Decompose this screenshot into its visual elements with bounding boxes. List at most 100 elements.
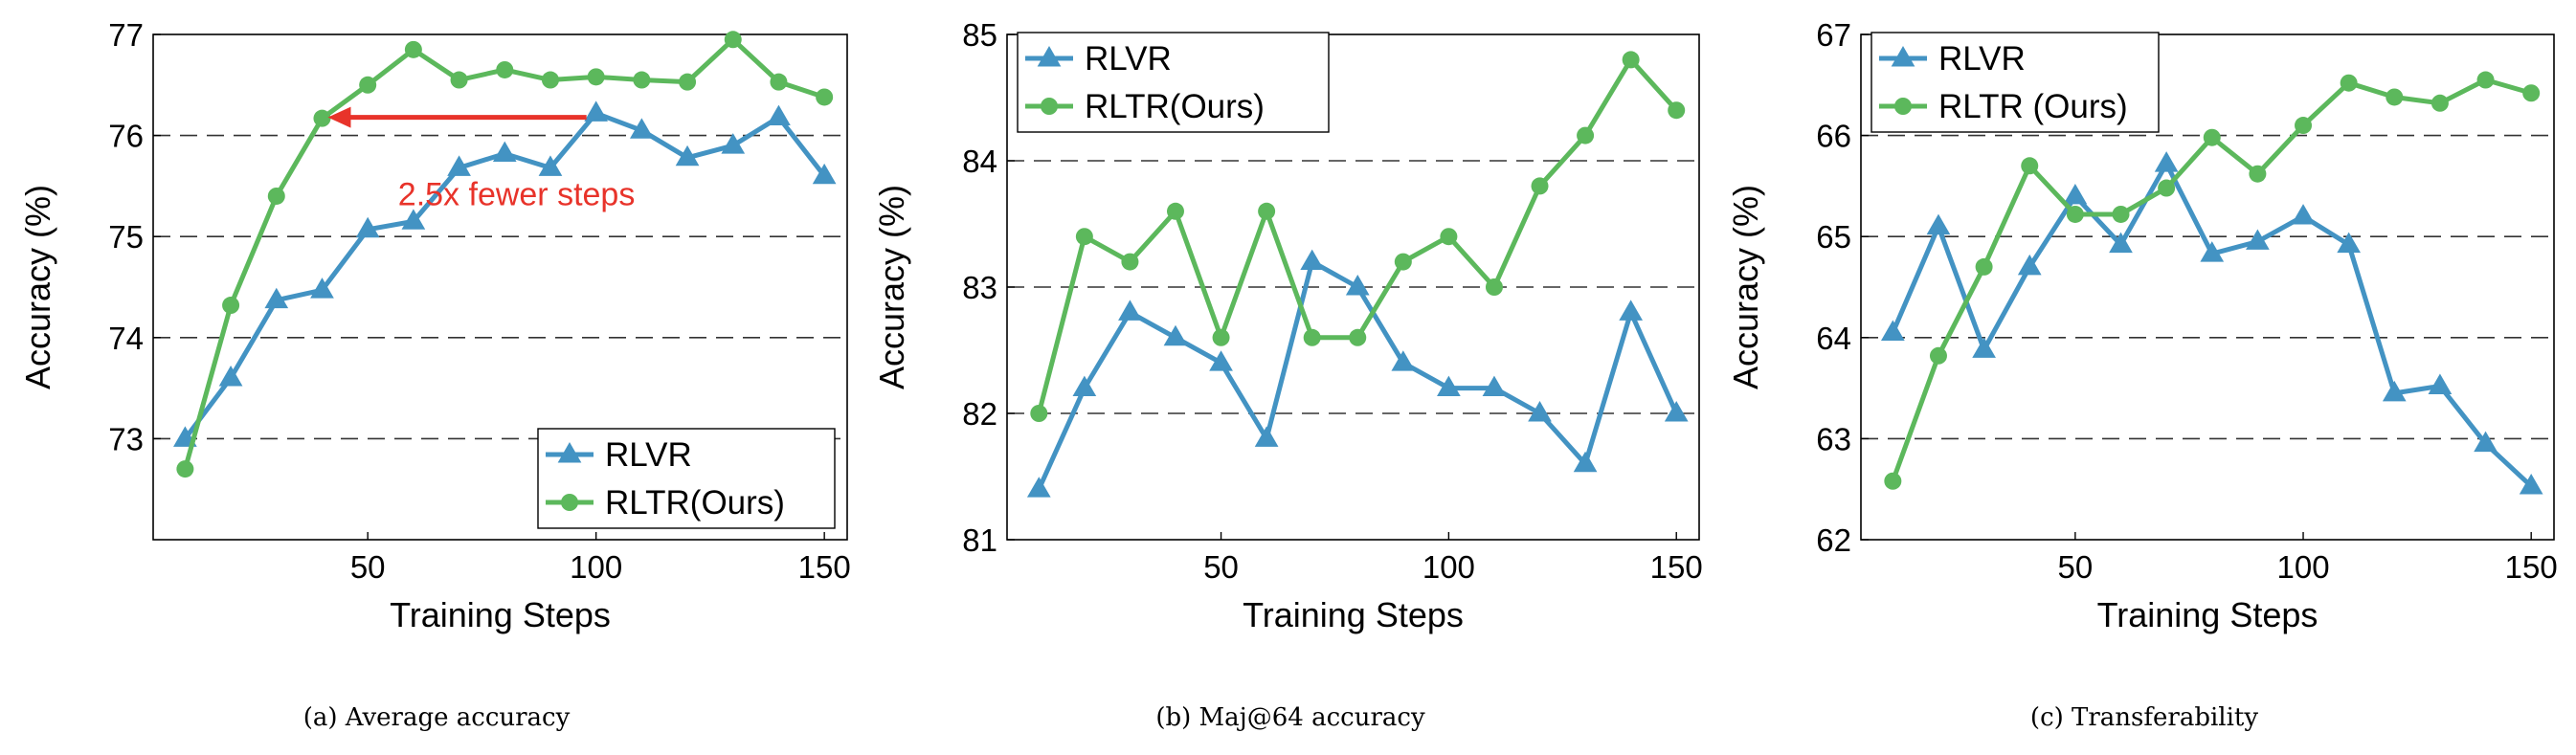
- data-point-rltr: [2203, 128, 2221, 146]
- data-point-rltr: [1166, 202, 1184, 220]
- data-point-rlvr: [218, 366, 243, 387]
- data-point-rltr: [1577, 126, 1595, 144]
- data-point-rlvr: [1664, 401, 1689, 422]
- chart-panel-2: 81 82 83 84 85 50 100 150 Training Steps Accuracy…: [872, 17, 1703, 732]
- legend-label: RLTR(Ours): [1085, 88, 1265, 125]
- data-point-rltr: [1485, 278, 1503, 296]
- y-tick-label: 73: [108, 421, 144, 456]
- data-point-rlvr: [1972, 337, 1996, 358]
- series-line-rltr: [182, 36, 825, 470]
- legend-box: [537, 428, 836, 529]
- data-point-rlvr: [1926, 213, 1951, 235]
- y-tick-label: 74: [108, 321, 144, 356]
- data-point-rlvr: [1528, 401, 1552, 422]
- y-axis-label: Accuracy (%): [1726, 185, 1765, 389]
- legend: RLVR RLTR (Ours): [1870, 32, 2160, 133]
- x-tick-label: 100: [1422, 549, 1475, 585]
- legend-box: [1870, 32, 2160, 133]
- x-tick-label: 150: [1650, 549, 1703, 585]
- data-point-rlvr: [1072, 375, 1097, 397]
- data-point-rltr: [2249, 165, 2267, 183]
- data-point-rlvr: [1482, 375, 1507, 397]
- data-point-rltr: [679, 73, 697, 91]
- y-tick-label: 75: [108, 219, 144, 255]
- data-point-rltr: [2386, 88, 2404, 106]
- data-point-rltr: [1975, 257, 1993, 276]
- data-point-rlvr: [584, 100, 609, 122]
- data-point-rltr: [313, 109, 331, 127]
- legend-label: RLVR: [605, 436, 692, 474]
- y-tick-label: 62: [1816, 522, 1851, 558]
- series-line-rlvr: [1037, 259, 1679, 491]
- data-point-rlvr: [721, 133, 746, 154]
- data-point-rlvr: [2017, 254, 2042, 276]
- legend-marker-circle: [1041, 98, 1058, 115]
- data-point-rlvr: [2519, 474, 2543, 495]
- data-point-rlvr: [630, 118, 654, 139]
- data-point-rltr: [496, 60, 514, 78]
- data-point-rlvr: [2428, 373, 2453, 394]
- y-tick-label: 84: [962, 144, 997, 179]
- data-point-rlvr: [1880, 320, 1905, 341]
- legend-label: RLVR: [1085, 40, 1172, 78]
- legend: RLVR RLTR(Ours): [537, 428, 836, 529]
- data-point-rlvr: [355, 216, 380, 238]
- data-point-rlvr: [1254, 426, 1279, 447]
- data-point-rlvr: [492, 141, 517, 163]
- data-point-rlvr: [2246, 229, 2270, 250]
- y-axis-label: Accuracy (%): [872, 185, 911, 389]
- y-tick-label: 82: [962, 396, 997, 432]
- plot-frame: [1860, 33, 2555, 541]
- y-axis-label: Accuracy (%): [18, 185, 57, 389]
- x-tick-label: 50: [2058, 549, 2094, 585]
- data-point-rltr: [1622, 51, 1640, 69]
- data-point-rltr: [1121, 253, 1139, 271]
- data-point-rlvr: [1118, 300, 1142, 321]
- data-point-rltr: [816, 88, 834, 106]
- x-tick-label: 100: [2276, 549, 2329, 585]
- data-point-rlvr: [2291, 204, 2316, 225]
- data-point-rlvr: [1391, 350, 1416, 371]
- data-point-rltr: [1394, 253, 1412, 271]
- y-tick-label: 77: [108, 17, 144, 53]
- y-tick-label: 66: [1816, 119, 1851, 154]
- plot-frame: [152, 33, 848, 541]
- data-point-rlvr: [2063, 183, 2088, 205]
- legend-label: RLVR: [1938, 40, 2026, 78]
- data-point-rltr: [1440, 228, 1458, 246]
- data-point-rlvr: [1437, 375, 1461, 397]
- data-point-rlvr: [2382, 380, 2407, 402]
- series-line-rlvr: [183, 110, 827, 440]
- annotation-arrowhead: [327, 106, 351, 128]
- data-point-rltr: [222, 297, 240, 315]
- data-point-rltr: [770, 73, 788, 91]
- data-point-rltr: [359, 76, 377, 94]
- series-line-rlvr: [1891, 161, 2533, 488]
- data-point-rltr: [176, 460, 194, 478]
- chart-panel-1: 73 74 75 76 77 50 100 150 Training Steps Accuracy…: [18, 17, 851, 732]
- data-point-rltr: [724, 31, 742, 49]
- data-point-rltr: [1349, 328, 1367, 346]
- y-tick-label: 65: [1816, 219, 1851, 255]
- legend-marker-triangle: [1037, 46, 1062, 67]
- data-point-rltr: [1075, 228, 1093, 246]
- annotation-text: 2.5x fewer steps: [398, 177, 636, 213]
- x-tick-label: 100: [570, 549, 622, 585]
- data-point-rlvr: [675, 144, 700, 167]
- data-point-rlvr: [2154, 151, 2179, 172]
- data-point-rlvr: [1163, 324, 1188, 346]
- data-point-rltr: [2476, 71, 2495, 89]
- x-tick-label: 50: [1203, 549, 1239, 585]
- data-point-rlvr: [767, 104, 791, 126]
- y-tick-label: 85: [962, 17, 997, 53]
- data-point-rlvr: [2337, 232, 2362, 254]
- data-point-rlvr: [538, 155, 563, 176]
- data-point-rltr: [1303, 328, 1321, 346]
- legend-marker-triangle: [557, 442, 582, 463]
- x-tick-label: 150: [2505, 549, 2558, 585]
- data-point-rlvr: [2200, 241, 2225, 262]
- y-tick-label: 64: [1816, 321, 1851, 356]
- data-point-rlvr: [401, 209, 426, 230]
- data-point-rltr: [541, 71, 559, 89]
